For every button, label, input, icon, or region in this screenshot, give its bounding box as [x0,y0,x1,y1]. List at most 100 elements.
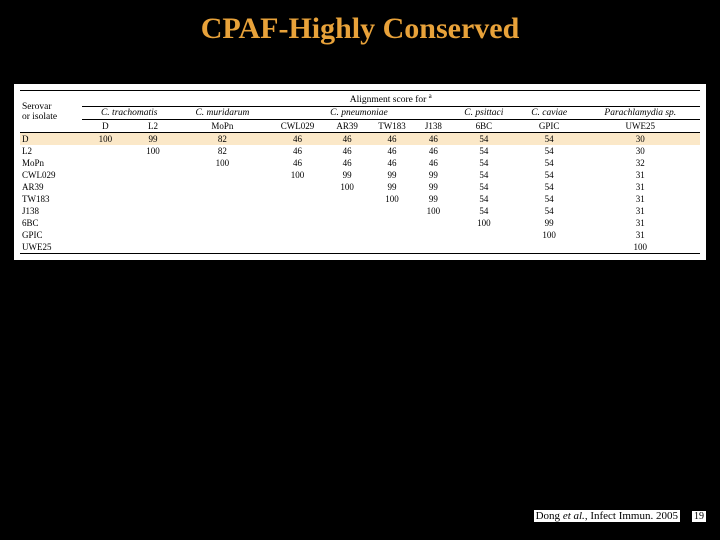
value-cell [129,181,177,193]
value-cell: 100 [129,145,177,157]
value-cell [129,169,177,181]
value-cell: 54 [450,157,518,169]
strain-header: GPIC [518,120,581,133]
value-cell: 100 [581,241,700,254]
value-cell [518,241,581,254]
value-cell: 100 [367,193,417,205]
value-cell [450,241,518,254]
value-cell [327,205,367,217]
value-cell: 46 [367,133,417,146]
strain-header: MoPn [177,120,268,133]
value-cell: 99 [417,169,450,181]
value-cell [82,205,130,217]
citation-em: et al. [563,510,585,522]
value-cell: 46 [268,133,327,146]
strain-header: UWE25 [581,120,700,133]
row-label: D [20,133,82,146]
value-cell [268,217,327,229]
value-cell [327,217,367,229]
species-header: C. pneumoniae [268,107,450,120]
value-cell: 31 [581,229,700,241]
value-cell [129,157,177,169]
value-cell: 46 [268,157,327,169]
value-cell: 46 [367,145,417,157]
value-cell [327,241,367,254]
value-cell [417,229,450,241]
strain-header: TW183 [367,120,417,133]
value-cell: 46 [327,133,367,146]
value-cell: 54 [450,181,518,193]
value-cell [367,217,417,229]
species-header: C. caviae [518,107,581,120]
value-cell: 82 [177,145,268,157]
alignment-table-container: Serovaror isolateAlignment score for aC.… [14,84,706,260]
value-cell [367,229,417,241]
value-cell: 54 [450,205,518,217]
value-cell [82,157,130,169]
row-label: UWE25 [20,241,82,254]
value-cell [177,229,268,241]
value-cell [268,241,327,254]
value-cell: 99 [518,217,581,229]
value-cell: 82 [177,133,268,146]
value-cell: 46 [268,145,327,157]
strain-header: J138 [417,120,450,133]
value-cell: 31 [581,205,700,217]
value-cell [367,205,417,217]
value-cell: 54 [450,169,518,181]
value-cell: 30 [581,133,700,146]
value-cell: 99 [417,181,450,193]
value-cell: 99 [417,193,450,205]
value-cell [82,193,130,205]
value-cell [367,241,417,254]
value-cell: 54 [518,205,581,217]
species-header: C. trachomatis [82,107,177,120]
value-cell: 46 [327,157,367,169]
value-cell [268,205,327,217]
value-cell [417,241,450,254]
value-cell [82,229,130,241]
value-cell: 99 [129,133,177,146]
value-cell [129,241,177,254]
serovar-hdr-2: or isolate [22,112,57,122]
value-cell [327,193,367,205]
serovar-hdr-1: Serovar [22,102,52,112]
strain-header: 6BC [450,120,518,133]
value-cell: 100 [82,133,130,146]
citation-pre: Dong [536,510,563,522]
value-cell: 54 [450,133,518,146]
row-label: MoPn [20,157,82,169]
value-cell [268,193,327,205]
value-cell: 54 [518,169,581,181]
row-label: GPIC [20,229,82,241]
value-cell: 54 [518,145,581,157]
value-cell [177,205,268,217]
value-cell: 31 [581,193,700,205]
value-cell: 100 [327,181,367,193]
alignment-table: Serovaror isolateAlignment score for aC.… [20,90,700,254]
value-cell: 100 [450,217,518,229]
value-cell [417,217,450,229]
row-label: 6BC [20,217,82,229]
value-cell: 99 [327,169,367,181]
value-cell [129,217,177,229]
value-cell: 54 [450,145,518,157]
value-cell: 46 [327,145,367,157]
value-cell [268,181,327,193]
value-cell: 100 [177,157,268,169]
page-number: 19 [692,511,706,522]
value-cell: 100 [417,205,450,217]
value-cell [129,205,177,217]
value-cell: 54 [518,181,581,193]
value-cell [177,241,268,254]
value-cell: 100 [518,229,581,241]
value-cell: 46 [367,157,417,169]
value-cell [177,217,268,229]
value-cell: 54 [450,193,518,205]
value-cell [82,241,130,254]
citation-post: , Infect Immun. 2005 [585,510,678,522]
value-cell: 32 [581,157,700,169]
value-cell: 54 [518,133,581,146]
value-cell: 100 [268,169,327,181]
row-label: CWL029 [20,169,82,181]
